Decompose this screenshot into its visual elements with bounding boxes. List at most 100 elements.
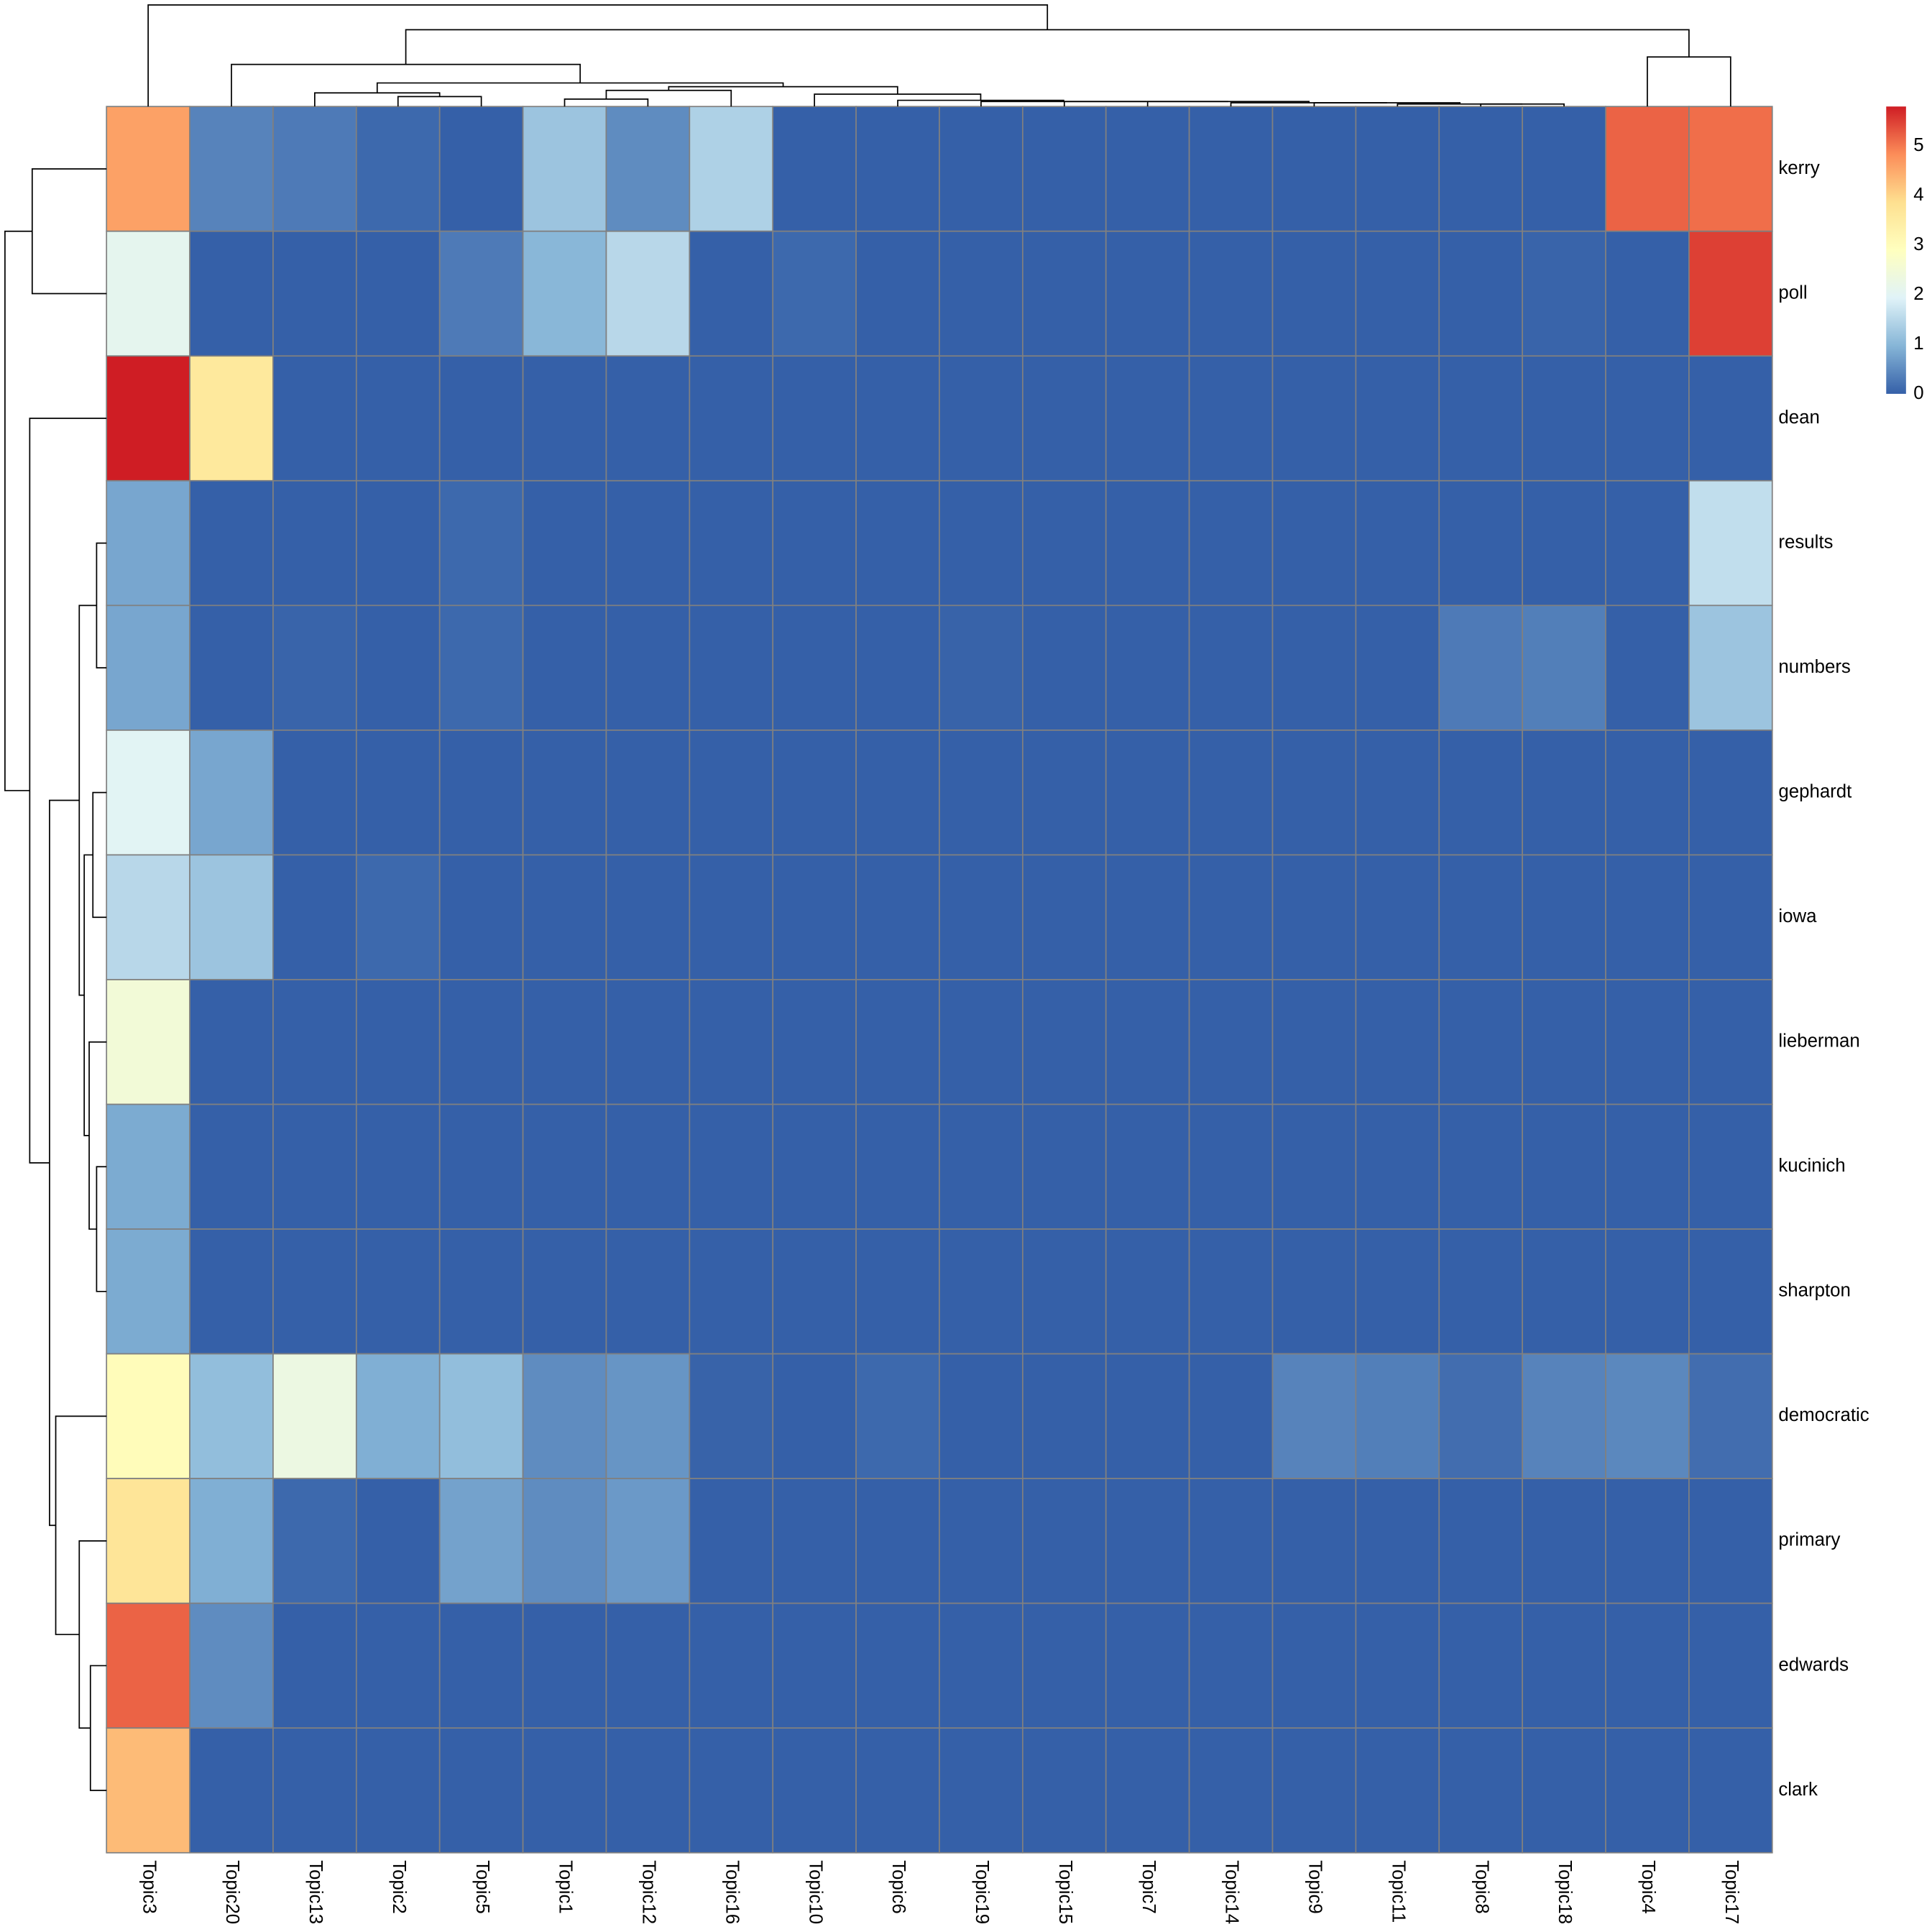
heatmap-cell [1105, 854, 1190, 980]
column-label: Topic18 [1555, 1860, 1575, 1924]
heatmap-cell [1438, 1103, 1523, 1230]
heatmap-cell [1021, 479, 1107, 607]
heatmap-cell [1438, 106, 1523, 232]
heatmap-cell [772, 355, 857, 482]
heatmap-cell [1271, 1602, 1357, 1729]
heatmap-cell [438, 106, 524, 232]
heatmap-cell [438, 355, 524, 482]
heatmap-cell [522, 355, 607, 482]
colorbar-tick-label: 5 [1913, 135, 1923, 155]
heatmap-cell [1522, 730, 1606, 856]
heatmap-cell [522, 1478, 607, 1604]
heatmap-cell [689, 355, 774, 482]
heatmap-cell [106, 1103, 190, 1230]
heatmap-cell [939, 1103, 1024, 1230]
heatmap-cell [1522, 604, 1606, 731]
row-label: dean [1778, 408, 1819, 428]
heatmap-cell [1271, 1727, 1357, 1854]
heatmap-cell [1522, 1103, 1606, 1230]
heatmap-cell [1021, 1103, 1107, 1230]
row-label: gephardt [1778, 781, 1852, 801]
heatmap-cell [189, 479, 274, 607]
heatmap-cell [522, 1602, 607, 1729]
heatmap-cell [272, 1228, 357, 1355]
heatmap-cell [939, 730, 1024, 856]
dendrogram-branch [980, 101, 1146, 107]
heatmap-cell [855, 730, 940, 856]
heatmap-cell [522, 230, 607, 357]
heatmap-cell [1605, 1103, 1690, 1230]
heatmap-cell [1105, 730, 1190, 856]
heatmap-cell [1188, 479, 1274, 607]
heatmap-cell [438, 730, 524, 856]
heatmap-cell [1605, 230, 1690, 357]
heatmap-cell [522, 730, 607, 856]
heatmap-cell [438, 479, 524, 607]
heatmap-cell [355, 1602, 441, 1729]
heatmap-cell [689, 106, 774, 232]
heatmap-cell [1188, 1727, 1274, 1854]
heatmap-cell [939, 1602, 1024, 1729]
heatmap-cell [1355, 1353, 1440, 1479]
heatmap-cell [1438, 979, 1523, 1105]
heatmap-cell [1605, 1478, 1690, 1604]
heatmap-cell [272, 230, 357, 357]
column-label: Topic2 [389, 1860, 409, 1914]
heatmap-cell [1271, 1228, 1357, 1355]
heatmap-cell [1688, 479, 1773, 607]
heatmap-cell [855, 1727, 940, 1854]
heatmap-cell [1105, 979, 1190, 1105]
heatmap-cell [1271, 1478, 1357, 1604]
heatmap-cell [1438, 1228, 1523, 1355]
heatmap-cell [1355, 1103, 1440, 1230]
heatmap-cell [1438, 479, 1523, 607]
heatmap-cell [1105, 230, 1190, 357]
heatmap-cell [355, 1478, 441, 1604]
heatmap-cell [772, 1228, 857, 1355]
heatmap-cell [1605, 979, 1690, 1105]
heatmap-cell [1355, 1228, 1440, 1355]
heatmap-cell [1271, 479, 1357, 607]
heatmap-cell [1271, 230, 1357, 357]
heatmap-cell [1355, 355, 1440, 482]
heatmap-cell [522, 106, 607, 232]
heatmap-cell [855, 355, 940, 482]
heatmap-cell [438, 854, 524, 980]
heatmap-cell [855, 1228, 940, 1355]
dendrogram-branch [55, 1415, 107, 1635]
row-label: primary [1778, 1530, 1840, 1550]
column-label: Topic9 [1305, 1860, 1325, 1914]
heatmap-cell [772, 604, 857, 731]
heatmap-cell [1688, 1602, 1773, 1729]
heatmap-cell [1605, 106, 1690, 232]
heatmap-cell [1021, 106, 1107, 232]
dendrogram-branch [96, 1166, 107, 1292]
heatmap-cell [855, 1353, 940, 1479]
heatmap-cell [272, 1602, 357, 1729]
heatmap-cell [1522, 230, 1606, 357]
heatmap-cell [1355, 979, 1440, 1105]
heatmap-cell [106, 1727, 190, 1854]
heatmap-cell [855, 1602, 940, 1729]
heatmap-cell [772, 479, 857, 607]
heatmap-cell [1688, 1478, 1773, 1604]
dendrogram-branch [231, 63, 581, 107]
heatmap-cell [1188, 1353, 1274, 1479]
heatmap-cell [355, 1353, 441, 1479]
heatmap-cell [939, 1228, 1024, 1355]
heatmap-cell [522, 979, 607, 1105]
heatmap-cell [106, 604, 190, 731]
heatmap-cell [1188, 355, 1274, 482]
heatmap-cell [1105, 106, 1190, 232]
colorbar-tick-label: 0 [1913, 383, 1923, 403]
heatmap-cell [438, 1478, 524, 1604]
dendrogram-branch [78, 1540, 107, 1729]
column-label: Topic1 [556, 1860, 576, 1914]
column-label: Topic12 [639, 1860, 659, 1924]
heatmap-cell [689, 1103, 774, 1230]
heatmap-cell [939, 854, 1024, 980]
column-label: Topic19 [972, 1860, 992, 1924]
column-label: Topic3 [139, 1860, 159, 1914]
column-label: Topic10 [805, 1860, 825, 1924]
heatmap-cell [855, 230, 940, 357]
